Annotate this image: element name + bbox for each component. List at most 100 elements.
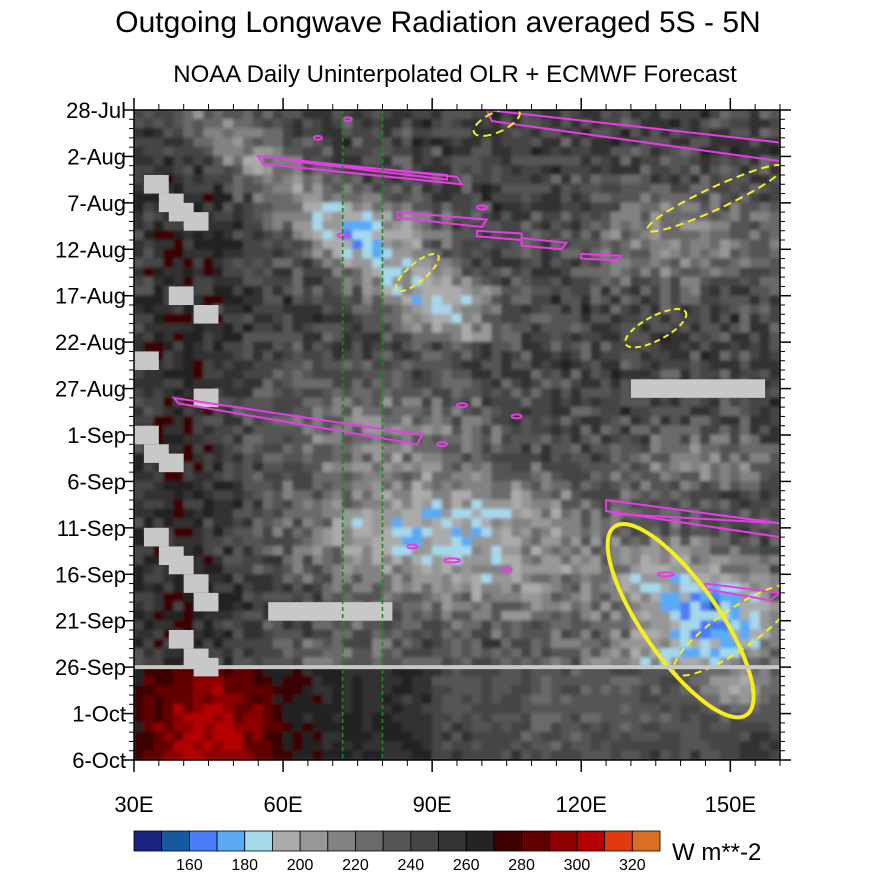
heatmap-cell [511, 378, 522, 389]
heatmap-cell [759, 694, 771, 705]
heatmap-cell [233, 648, 244, 659]
heatmap-cell [392, 378, 403, 389]
heatmap-cell [352, 406, 363, 417]
heatmap-cell [252, 741, 264, 752]
heatmap-cell [252, 332, 264, 343]
heatmap-cell [680, 137, 691, 148]
heatmap-cell [223, 518, 234, 529]
colorbar-swatch [327, 830, 356, 852]
heatmap-cell [620, 146, 632, 157]
heatmap-cell [252, 276, 264, 287]
heatmap-cell [710, 471, 721, 482]
heatmap-cell [739, 731, 751, 742]
heatmap-cell [680, 110, 691, 120]
heatmap-cell [292, 230, 304, 241]
heatmap-cell [680, 202, 691, 213]
heatmap-cell [501, 174, 512, 185]
heatmap-cell [501, 183, 512, 194]
heatmap-cell [153, 351, 165, 362]
heatmap-cell [541, 564, 552, 575]
heatmap-cell [302, 657, 314, 668]
heatmap-cell [342, 258, 353, 269]
heatmap-cell [193, 146, 204, 157]
heatmap-cell [272, 453, 284, 464]
heatmap-cell [680, 453, 691, 464]
heatmap-cell [511, 416, 522, 427]
heatmap-cell [660, 304, 671, 315]
heatmap-cell [392, 416, 403, 427]
heatmap-cell [223, 462, 234, 473]
heatmap-cell [213, 750, 224, 760]
heatmap-cell [561, 676, 572, 687]
heatmap-cell [312, 527, 324, 538]
heatmap-cell [769, 648, 780, 659]
heatmap-cell [491, 230, 503, 241]
heatmap-cell [441, 286, 453, 297]
heatmap-cell [650, 434, 662, 445]
heatmap-cell [421, 304, 433, 315]
heatmap-cell [511, 657, 522, 668]
heatmap-cell [620, 193, 632, 204]
heatmap-cell [163, 369, 175, 380]
heatmap-cell [769, 406, 780, 417]
heatmap-cell [292, 118, 304, 129]
heatmap-cell [630, 648, 642, 659]
heatmap-cell [630, 221, 642, 232]
heatmap-cell [729, 722, 741, 733]
heatmap-cell [759, 508, 771, 519]
heatmap-cell [501, 713, 512, 724]
heatmap-cell [461, 118, 473, 129]
heatmap-cell [570, 174, 582, 185]
heatmap-cell [541, 490, 552, 501]
heatmap-cell [670, 713, 681, 724]
heatmap-cell [640, 555, 652, 566]
heatmap-cell [541, 378, 552, 389]
heatmap-cell [630, 490, 642, 501]
heatmap-cell [670, 369, 681, 380]
heatmap-cell [203, 648, 214, 659]
heatmap-cell [312, 425, 324, 436]
heatmap-cell [710, 341, 721, 352]
heatmap-cell [352, 110, 363, 120]
heatmap-cell [551, 165, 562, 176]
heatmap-cell [769, 527, 780, 538]
heatmap-cell [570, 239, 582, 250]
heatmap-cell [282, 592, 294, 603]
heatmap-cell [720, 230, 731, 241]
heatmap-cell [600, 360, 612, 371]
heatmap-cell [362, 156, 373, 167]
heatmap-cell [382, 564, 393, 575]
heatmap-cell [670, 443, 681, 454]
heatmap-cell [302, 110, 314, 120]
heatmap-cell [521, 258, 532, 269]
heatmap-cell [342, 239, 353, 250]
heatmap-cell [501, 722, 512, 733]
heatmap-cell [481, 490, 493, 501]
heatmap-cell [491, 703, 503, 714]
heatmap-cell [392, 313, 403, 324]
heatmap-cell [700, 369, 711, 380]
heatmap-cell [451, 713, 463, 724]
heatmap-cell [501, 369, 512, 380]
heatmap-cell [570, 601, 582, 612]
heatmap-cell [272, 564, 284, 575]
heatmap-cell [431, 110, 443, 120]
heatmap-cell [670, 741, 681, 752]
heatmap-cell [501, 221, 512, 232]
heatmap-cell [690, 518, 701, 529]
heatmap-cell [541, 648, 552, 659]
heatmap-cell [531, 657, 542, 668]
heatmap-cell [332, 741, 344, 752]
heatmap-cell [491, 388, 503, 399]
heatmap-cell [570, 703, 582, 714]
heatmap-cell [332, 378, 344, 389]
heatmap-cell [680, 425, 691, 436]
heatmap-cell [431, 629, 443, 640]
heatmap-cell [134, 443, 145, 454]
heatmap-cell [561, 499, 572, 510]
heatmap-cell [551, 221, 562, 232]
heatmap-cell [451, 276, 463, 287]
heatmap-cell [262, 146, 274, 157]
heatmap-cell [441, 165, 453, 176]
heatmap-cell [531, 183, 542, 194]
